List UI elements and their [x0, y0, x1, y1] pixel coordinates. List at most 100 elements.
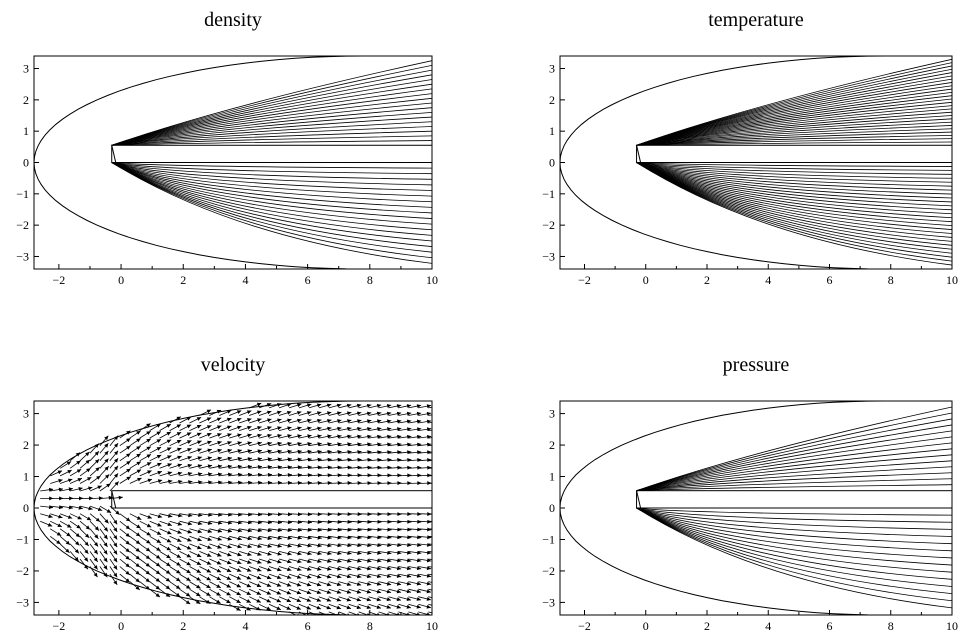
- velocity-arrowhead: [266, 598, 271, 603]
- velocity-arrowhead: [103, 542, 108, 547]
- x-tick-label: 2: [180, 619, 186, 633]
- velocity-arrowhead: [277, 449, 282, 454]
- velocity-arrowhead: [407, 434, 412, 439]
- velocity-arrowhead: [177, 530, 182, 534]
- velocity-arrowhead: [406, 581, 412, 586]
- contour-line: [636, 162, 952, 223]
- velocity-arrowhead: [317, 426, 322, 431]
- velocity-arrowhead: [427, 535, 432, 540]
- velocity-arrowhead: [103, 565, 108, 570]
- plot-area: [560, 56, 952, 269]
- velocity-arrowhead: [347, 519, 352, 524]
- velocity-arrowhead: [356, 597, 362, 602]
- velocity-arrowhead: [407, 427, 412, 432]
- y-tick-label: 0: [23, 156, 29, 170]
- velocity-arrowhead: [367, 566, 372, 571]
- velocity-arrowhead: [227, 544, 232, 549]
- contour-line: [636, 162, 952, 171]
- contour-line: [636, 138, 952, 146]
- velocity-arrowhead: [307, 543, 312, 548]
- velocity-arrowhead: [317, 473, 322, 478]
- velocity-arrowhead: [67, 478, 73, 483]
- x-tick-label: 8: [367, 273, 373, 287]
- velocity-arrowhead: [237, 536, 242, 541]
- velocity-arrowhead: [57, 470, 63, 475]
- velocity-arrowhead: [267, 551, 272, 556]
- velocity-arrowhead: [416, 604, 421, 609]
- velocity-arrowhead: [286, 582, 292, 587]
- velocity-arrowhead: [156, 547, 161, 551]
- contour-line: [636, 141, 952, 146]
- velocity-arrowhead: [306, 598, 312, 602]
- velocity-arrowhead: [75, 452, 81, 457]
- velocity-arrowhead: [426, 427, 432, 432]
- velocity-arrowhead: [396, 566, 402, 571]
- velocity-arrowhead: [207, 472, 213, 477]
- velocity-arrowhead: [396, 604, 401, 609]
- velocity-arrowhead: [166, 447, 172, 452]
- velocity-arrowhead: [367, 535, 372, 540]
- velocity-arrowhead: [327, 473, 332, 478]
- y-tick-label: 1: [23, 124, 29, 138]
- x-tick-label: −2: [52, 273, 65, 287]
- velocity-arrowhead: [146, 454, 151, 459]
- velocity-arrowhead: [237, 433, 242, 438]
- velocity-arrowhead: [386, 612, 391, 615]
- velocity-arrowhead: [437, 512, 441, 516]
- velocity-arrow: [298, 611, 308, 615]
- velocity-arrowhead: [136, 430, 141, 435]
- velocity-arrowhead: [267, 544, 272, 548]
- velocity-arrowhead: [188, 513, 193, 518]
- velocity-arrowhead: [346, 403, 352, 408]
- velocity-arrowhead: [77, 478, 82, 482]
- velocity-arrowhead: [155, 562, 161, 567]
- velocity-arrowhead: [197, 529, 202, 534]
- velocity-arrowhead: [257, 441, 262, 446]
- velocity-arrowhead: [346, 574, 352, 579]
- contour-line: [111, 162, 432, 197]
- velocity-arrowhead: [207, 456, 212, 461]
- velocity-arrowhead: [317, 418, 322, 423]
- velocity-arrowhead: [256, 402, 262, 407]
- velocity-arrowhead: [267, 449, 272, 454]
- velocity-arrowhead: [145, 578, 150, 583]
- velocity-arrowhead: [137, 477, 142, 482]
- velocity-arrowhead: [427, 519, 432, 524]
- velocity-arrowhead: [416, 404, 422, 409]
- velocity-arrowhead: [426, 411, 432, 416]
- velocity-arrowhead: [166, 554, 171, 559]
- velocity-arrowhead: [277, 559, 282, 564]
- contour-line: [636, 507, 952, 537]
- velocity-arrowhead: [114, 450, 119, 456]
- velocity-arrowhead: [337, 566, 342, 571]
- velocity-arrowhead: [175, 585, 181, 589]
- velocity-arrowhead: [406, 589, 411, 594]
- velocity-arrowhead: [97, 485, 102, 490]
- velocity-arrowhead: [165, 569, 171, 574]
- contour-line: [636, 507, 952, 587]
- velocity-arrowhead: [357, 442, 362, 447]
- velocity-arrowhead: [197, 464, 203, 468]
- velocity-arrowhead: [296, 403, 302, 408]
- velocity-arrowhead: [437, 450, 441, 454]
- velocity-arrowhead: [207, 521, 213, 525]
- velocity-arrowhead: [258, 512, 263, 517]
- velocity-arrowhead: [277, 465, 282, 470]
- y-tick-label: 0: [549, 156, 555, 170]
- velocity-arrowhead: [135, 585, 140, 590]
- velocity-arrowhead: [287, 449, 292, 454]
- velocity-arrowhead: [95, 517, 101, 522]
- velocity-arrowhead: [237, 449, 242, 453]
- velocity-arrowhead: [406, 604, 411, 609]
- velocity-arrowhead: [277, 520, 282, 525]
- velocity-arrowhead: [407, 473, 412, 478]
- x-tick-label: −2: [578, 619, 591, 633]
- velocity-arrowhead: [145, 555, 151, 560]
- velocity-arrowhead: [247, 433, 252, 438]
- velocity-arrowhead: [417, 434, 422, 439]
- velocity-arrowhead: [286, 575, 292, 579]
- plate-leading-edge: [111, 490, 117, 509]
- contour-line: [636, 472, 952, 492]
- velocity-arrowhead: [376, 403, 382, 408]
